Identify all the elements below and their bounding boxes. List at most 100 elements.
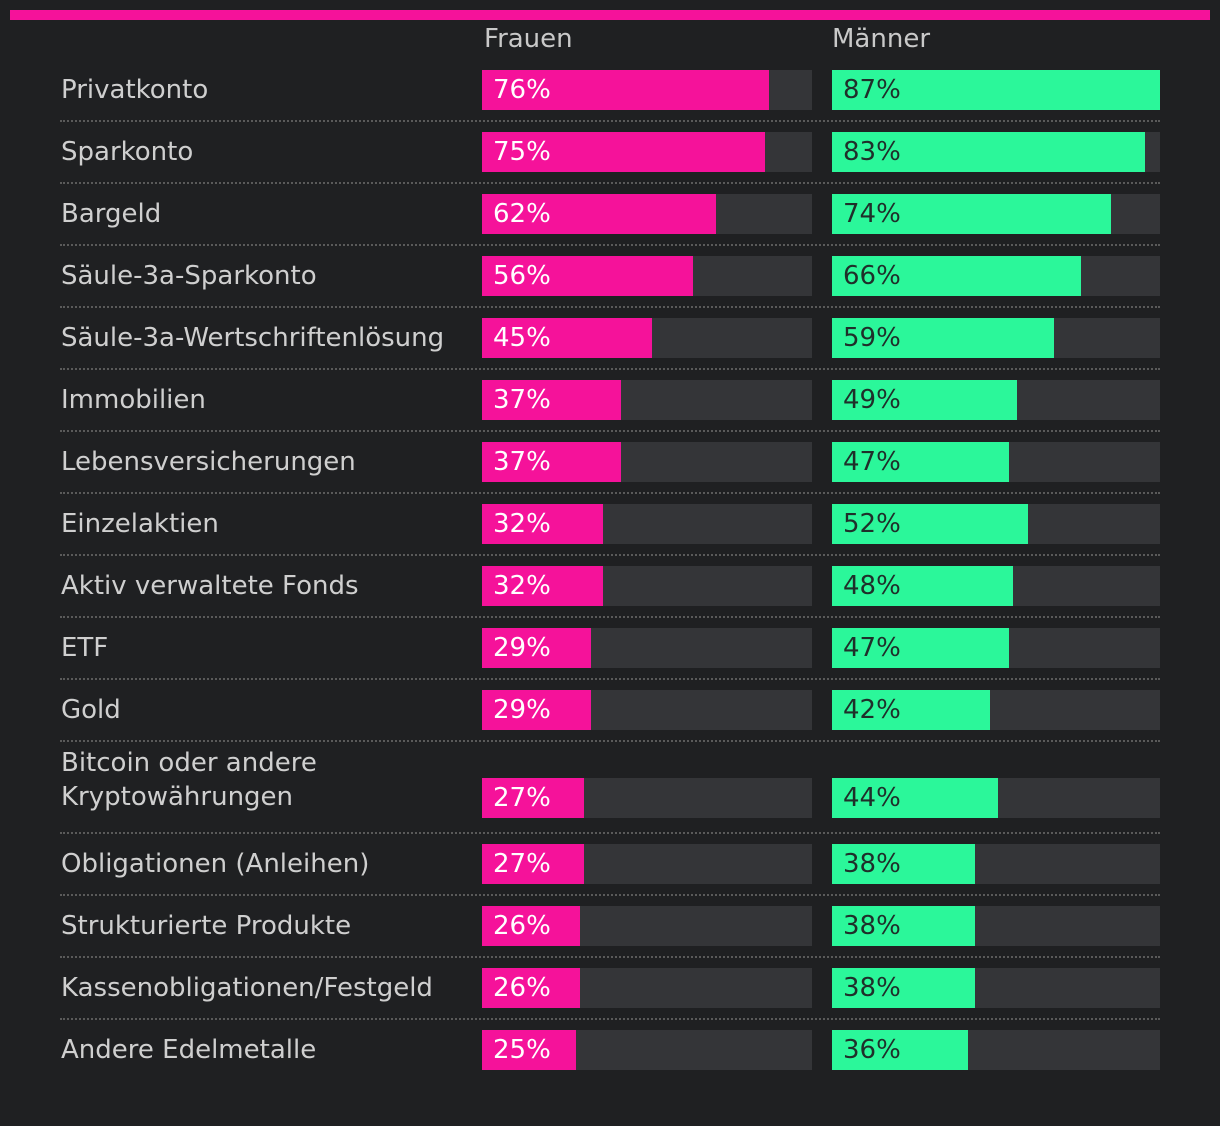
bar-track-frauen: 26% (482, 906, 812, 946)
value-label-maenner: 38% (843, 911, 901, 941)
bar-track-maenner: 59% (832, 318, 1160, 358)
bar-track-frauen: 56% (482, 256, 812, 296)
bar-frauen (482, 380, 622, 420)
bar-track-maenner: 44% (832, 778, 1160, 818)
bar-track-frauen: 27% (482, 844, 812, 884)
bar-track-maenner: 52% (832, 504, 1160, 544)
value-label-frauen: 32% (493, 509, 551, 539)
bar-maenner (832, 566, 1013, 606)
row-divider (60, 832, 1160, 834)
bar-track-frauen: 25% (482, 1030, 812, 1070)
bar-track-frauen: 29% (482, 690, 812, 730)
bar-maenner (832, 318, 1055, 358)
value-label-maenner: 38% (843, 849, 901, 879)
bar-frauen (482, 1030, 577, 1070)
bar-track-frauen: 32% (482, 566, 812, 606)
bar-maenner (832, 256, 1081, 296)
category-label: Privatkonto (61, 75, 209, 105)
value-label-frauen: 27% (493, 849, 551, 879)
bar-frauen (482, 70, 769, 110)
row-divider (60, 554, 1160, 556)
column-header-maenner: Männer (832, 24, 931, 54)
category-label: Bitcoin oder andere Kryptowährungen (61, 748, 317, 812)
bar-frauen (482, 690, 592, 730)
value-label-maenner: 47% (843, 447, 901, 477)
bar-track-frauen: 37% (482, 380, 812, 420)
bar-track-maenner: 66% (832, 256, 1160, 296)
bar-track-frauen: 45% (482, 318, 812, 358)
value-label-frauen: 29% (493, 633, 551, 663)
accent-top-bar (10, 10, 1210, 20)
bar-track-maenner: 38% (832, 906, 1160, 946)
bar-track-frauen: 76% (482, 70, 812, 110)
bar-frauen (482, 318, 652, 358)
value-label-maenner: 74% (843, 199, 901, 229)
bar-maenner (832, 968, 976, 1008)
bar-frauen (482, 442, 622, 482)
bar-track-maenner: 47% (832, 628, 1160, 668)
value-label-maenner: 66% (843, 261, 901, 291)
column-header-frauen: Frauen (484, 24, 573, 54)
value-label-maenner: 49% (843, 385, 901, 415)
bar-maenner (832, 690, 991, 730)
bar-track-frauen: 29% (482, 628, 812, 668)
value-label-frauen: 32% (493, 571, 551, 601)
category-label: Aktiv verwaltete Fonds (61, 571, 359, 601)
bar-track-maenner: 49% (832, 380, 1160, 420)
bar-maenner (832, 70, 1160, 110)
bar-maenner (832, 906, 976, 946)
bar-frauen (482, 194, 716, 234)
category-label: Strukturierte Produkte (61, 911, 352, 941)
bar-frauen (482, 968, 581, 1008)
value-label-frauen: 29% (493, 695, 551, 725)
bar-track-frauen: 27% (482, 778, 812, 818)
bar-frauen (482, 566, 603, 606)
value-label-frauen: 26% (493, 911, 551, 941)
bar-track-frauen: 62% (482, 194, 812, 234)
bar-maenner (832, 194, 1111, 234)
bar-maenner (832, 132, 1145, 172)
bar-track-frauen: 32% (482, 504, 812, 544)
category-label: Sparkonto (61, 137, 194, 167)
category-label: Kassenobligationen/Festgeld (61, 973, 433, 1003)
category-label: Lebensversicherungen (61, 447, 356, 477)
row-divider (60, 616, 1160, 618)
bar-maenner (832, 628, 1010, 668)
value-label-maenner: 47% (843, 633, 901, 663)
category-label: Bargeld (61, 199, 162, 229)
bar-frauen (482, 844, 584, 884)
bar-track-maenner: 42% (832, 690, 1160, 730)
row-divider (60, 740, 1160, 742)
row-divider (60, 368, 1160, 370)
row-divider (60, 182, 1160, 184)
bar-maenner (832, 844, 976, 884)
row-divider (60, 120, 1160, 122)
value-label-maenner: 83% (843, 137, 901, 167)
value-label-frauen: 62% (493, 199, 551, 229)
value-label-maenner: 59% (843, 323, 901, 353)
value-label-frauen: 37% (493, 447, 551, 477)
category-label: Gold (61, 695, 121, 725)
category-label: Säule-3a-Wertschriftenlösung (61, 323, 445, 353)
category-label: Säule-3a-Sparkonto (61, 261, 317, 291)
value-label-maenner: 87% (843, 75, 901, 105)
value-label-maenner: 36% (843, 1035, 901, 1065)
bar-maenner (832, 504, 1029, 544)
row-divider (60, 678, 1160, 680)
row-divider (60, 956, 1160, 958)
bar-frauen (482, 256, 694, 296)
bar-track-frauen: 26% (482, 968, 812, 1008)
bar-maenner (832, 778, 998, 818)
category-label: ETF (61, 633, 109, 663)
bar-track-frauen: 37% (482, 442, 812, 482)
value-label-maenner: 42% (843, 695, 901, 725)
category-label: Immobilien (61, 385, 206, 415)
bar-frauen (482, 906, 581, 946)
row-divider (60, 894, 1160, 896)
bar-track-maenner: 38% (832, 968, 1160, 1008)
bar-frauen (482, 628, 592, 668)
bar-track-maenner: 36% (832, 1030, 1160, 1070)
bar-frauen (482, 504, 603, 544)
value-label-frauen: 75% (493, 137, 551, 167)
